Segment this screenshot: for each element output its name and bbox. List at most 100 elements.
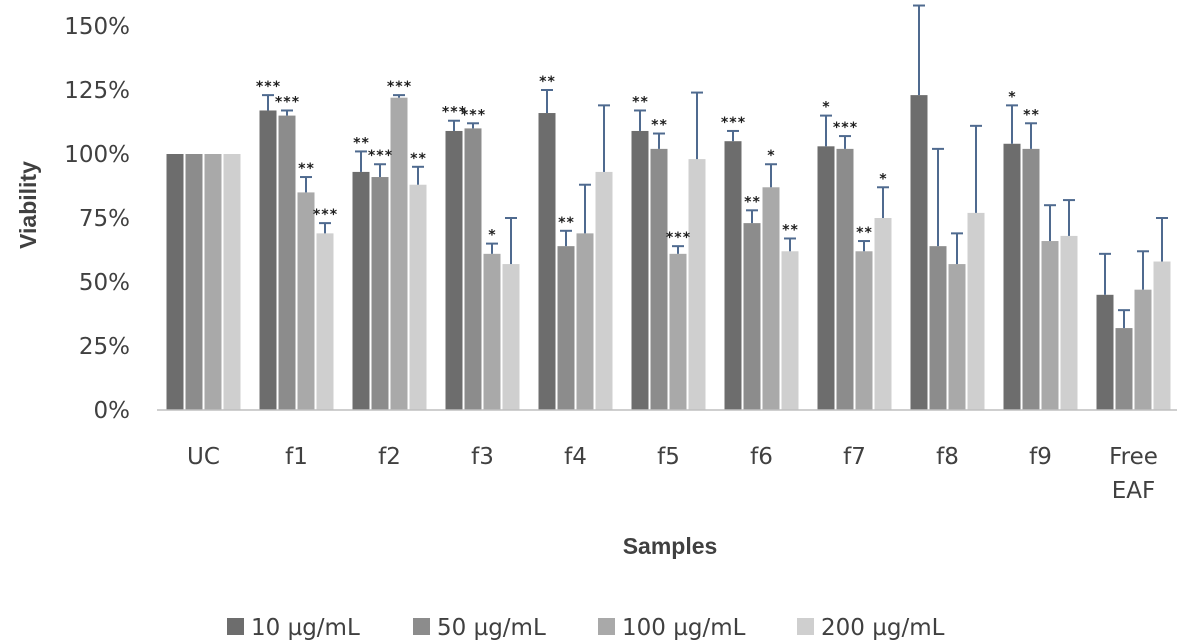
bar: [929, 246, 947, 410]
bar: [297, 192, 315, 410]
y-tick-label: 50%: [79, 270, 130, 296]
bar: [502, 264, 520, 410]
bar: [948, 264, 966, 410]
x-tick-label: f4: [564, 444, 587, 470]
y-tick-label: 150%: [64, 14, 130, 40]
y-axis-title: Viability: [15, 161, 41, 249]
significance-label: **: [410, 151, 427, 167]
bar: [781, 251, 799, 410]
bar: [371, 177, 389, 410]
x-tick-label: f9: [1029, 444, 1052, 470]
x-axis-title: Samples: [623, 533, 718, 559]
legend-swatch: [797, 618, 814, 635]
significance-label: ***: [274, 94, 299, 110]
y-tick-label: 75%: [79, 206, 130, 232]
x-tick-label: f3: [471, 444, 494, 470]
bar-series-group: [166, 95, 1171, 411]
significance-label: **: [651, 118, 668, 134]
significance-label: *: [1008, 89, 1016, 105]
significance-label: ***: [255, 79, 280, 95]
significance-label: **: [1023, 107, 1040, 123]
legend: 10 µg/mL 50 µg/mL 100 µg/mL 200 µg/mL: [227, 615, 945, 641]
bar: [724, 141, 742, 410]
bar: [1134, 289, 1152, 410]
bar: [223, 154, 241, 410]
significance-label: *: [822, 100, 830, 116]
significance-label: **: [539, 74, 556, 90]
bar: [743, 223, 761, 410]
bar: [1096, 294, 1114, 410]
significance-label: **: [744, 194, 761, 210]
x-tick-label: f8: [936, 444, 959, 470]
bar: [185, 154, 203, 410]
bar: [483, 253, 501, 410]
x-tick-label: Free: [1109, 444, 1158, 470]
significance-label: **: [353, 135, 370, 151]
bar: [316, 233, 334, 410]
bar: [409, 184, 427, 410]
bar: [1041, 241, 1059, 410]
bar: [1153, 261, 1171, 410]
bar: [352, 171, 370, 410]
significance-label: **: [558, 215, 575, 231]
significance-label: ***: [832, 120, 857, 136]
legend-label: 10 µg/mL: [251, 615, 360, 641]
y-tick-label: 125%: [64, 78, 130, 104]
significance-label: ***: [460, 107, 485, 123]
significance-label: **: [856, 225, 873, 241]
significance-label: *: [879, 171, 887, 187]
bar: [278, 115, 296, 410]
bar: [910, 95, 928, 411]
bar: [855, 251, 873, 410]
bar: [538, 113, 556, 410]
bar: [874, 218, 892, 410]
bar: [576, 233, 594, 410]
error-bar-group: [262, 4, 1168, 329]
x-tick-label: f2: [378, 444, 401, 470]
bar: [259, 110, 277, 410]
x-tick-label: f6: [750, 444, 773, 470]
bar: [595, 171, 613, 410]
bar: [1060, 235, 1078, 410]
significance-label: ***: [441, 105, 466, 121]
bar: [204, 154, 222, 410]
x-tick-label: UC: [187, 444, 220, 470]
bar: [669, 253, 687, 410]
significance-label: **: [298, 161, 315, 177]
bar: [557, 246, 575, 410]
y-tick-label: 0%: [94, 398, 131, 424]
significance-label: **: [632, 94, 649, 110]
bar: [1022, 148, 1040, 410]
x-tick-label: f7: [843, 444, 866, 470]
bar: [762, 187, 780, 410]
x-tick-label: EAF: [1112, 478, 1156, 504]
legend-label: 50 µg/mL: [437, 615, 546, 641]
bar: [650, 148, 668, 410]
significance-labels: ****************************************…: [255, 74, 1039, 246]
bar: [464, 128, 482, 410]
significance-label: ***: [665, 230, 690, 246]
bar: [631, 130, 649, 410]
legend-swatch: [598, 618, 615, 635]
bar: [688, 159, 706, 410]
legend-swatch: [413, 618, 430, 635]
x-tick-label: f1: [285, 444, 308, 470]
bar: [445, 130, 463, 410]
significance-label: *: [488, 228, 496, 244]
significance-label: ***: [720, 115, 745, 131]
bar: [1003, 143, 1021, 410]
bar: [967, 212, 985, 410]
x-axis-category-labels: UC f1 f2 f3 f4 f5 f6 f7 f8 f9 Free EAF: [187, 444, 1158, 504]
legend-label: 200 µg/mL: [821, 615, 945, 641]
y-tick-label: 25%: [79, 334, 130, 360]
legend-label: 100 µg/mL: [622, 615, 746, 641]
y-axis-ticks: 0% 25% 50% 75% 100% 125% 150%: [64, 14, 130, 424]
significance-label: **: [782, 222, 799, 238]
bar: [166, 154, 184, 410]
significance-label: ***: [312, 207, 337, 223]
significance-label: *: [767, 148, 775, 164]
bar: [836, 148, 854, 410]
legend-swatch: [227, 618, 244, 635]
significance-label: ***: [386, 79, 411, 95]
